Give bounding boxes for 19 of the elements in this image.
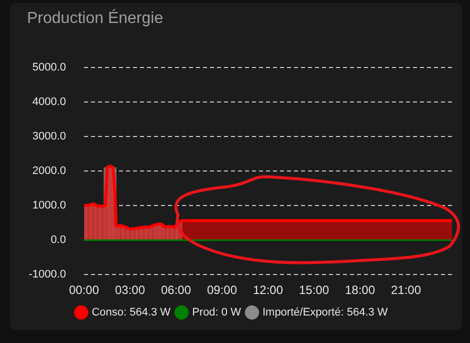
legend-label: Conso: 564.3 W — [92, 306, 172, 319]
y-tick-label: 0.0 — [50, 234, 66, 246]
x-tick-label: 18:00 — [344, 283, 376, 298]
y-tick-label: 5000.0 — [32, 62, 66, 74]
y-tick-label: -1000.0 — [28, 268, 66, 281]
y-tick-label: 4000.0 — [32, 96, 66, 108]
legend-label: Importé/Exporté: 564.3 W — [262, 306, 388, 319]
x-tick-label: 15:00 — [298, 283, 330, 298]
x-tick-label: 00:00 — [68, 283, 100, 298]
y-tick-label: 1000.0 — [32, 200, 66, 212]
x-tick-label: 09:00 — [206, 283, 238, 298]
y-tick-label: 3000.0 — [32, 130, 66, 143]
x-tick-label: 12:00 — [252, 283, 284, 298]
legend-label: Prod: 0 W — [192, 306, 242, 319]
chart-title: Production Énergie — [27, 10, 164, 28]
x-tick-label: 21:00 — [390, 283, 422, 298]
x-tick-label: 03:00 — [114, 283, 146, 298]
x-tick-label: 06:00 — [160, 283, 192, 298]
y-tick-label: 2000.0 — [32, 165, 66, 178]
